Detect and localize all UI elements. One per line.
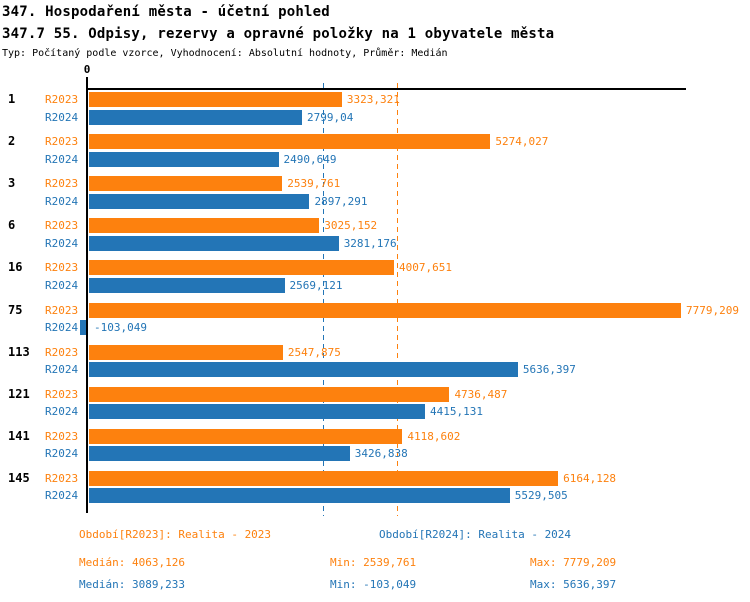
bar-r2023-6	[89, 218, 320, 234]
series-label-r2024-75: R2024	[45, 321, 79, 334]
stat-max-r2023: Max: 7779,209	[530, 556, 617, 569]
stat-min-r2024: Min: -103,049	[330, 578, 417, 591]
page-subtitle: 347.7 55. Odpisy, rezervy a opravné polo…	[2, 26, 555, 42]
y-axis-line	[86, 77, 88, 513]
bar-r2023-16	[89, 260, 394, 276]
page-title: 347. Hospodaření města - účetní pohled	[2, 4, 330, 20]
bar-value-label-r2023-2: 5274,027	[495, 135, 549, 149]
bar-value-label-r2024-1: 2799,04	[307, 110, 354, 124]
bar-value-label-r2024-145: 5529,505	[514, 489, 568, 503]
bar-r2024-2	[89, 151, 279, 167]
bar-value-label-r2023-6: 3025,152	[324, 219, 378, 233]
legend-r2024: Období[R2024]: Realita - 2024	[379, 528, 572, 541]
bar-value-label-r2024-141: 3426,838	[354, 447, 408, 461]
legend-r2023: Období[R2023]: Realita - 2023	[79, 528, 272, 541]
bar-r2023-121	[89, 386, 450, 402]
bar-r2023-145	[89, 470, 559, 486]
series-label-r2024-113: R2024	[45, 363, 79, 377]
median-line-r2023	[397, 83, 399, 516]
bar-value-label-r2024-121: 4415,131	[429, 405, 483, 419]
bar-r2024-1	[89, 109, 302, 125]
bar-r2023-2	[89, 134, 491, 150]
series-label-r2023-1: R2023	[45, 93, 79, 106]
series-label-r2024-141: R2024	[45, 447, 79, 461]
series-label-r2023-3: R2023	[45, 177, 79, 191]
bar-r2023-1	[89, 92, 342, 107]
row-id-label-6: 6	[8, 218, 16, 233]
row-id-label-16: 16	[8, 260, 23, 275]
series-label-r2024-6: R2024	[45, 236, 79, 250]
row-id-label-2: 2	[8, 134, 16, 149]
bar-value-label-r2023-3: 2539,761	[287, 177, 341, 191]
bar-value-label-r2023-16: 4007,651	[398, 261, 452, 275]
series-label-r2024-2: R2024	[45, 152, 79, 166]
series-label-r2023-121: R2023	[45, 387, 79, 401]
plot-area: 0 1 R2023 3323,321 R2024 2799,04 2 R2023 5274,0…	[0, 60, 750, 520]
row-id-label-121: 121	[8, 386, 30, 401]
series-label-r2023-2: R2023	[45, 135, 79, 149]
zero-tick-label: 0	[83, 63, 91, 76]
bar-r2024-75	[80, 320, 88, 335]
bar-value-label-r2024-2: 2490,649	[283, 152, 337, 166]
bar-r2023-3	[89, 176, 283, 192]
series-label-r2024-3: R2024	[45, 194, 79, 208]
bar-value-label-r2023-141: 4118,602	[407, 429, 461, 443]
stat-max-r2024: Max: 5636,397	[530, 578, 617, 591]
bar-r2024-141	[89, 446, 350, 462]
chart-meta-line: Typ: Počítaný podle vzorce, Vyhodnocení:…	[2, 48, 448, 59]
bar-value-label-r2024-16: 2569,121	[289, 278, 343, 292]
bar-r2024-6	[89, 235, 339, 251]
bar-value-label-r2023-121: 4736,487	[454, 387, 508, 401]
bar-r2023-75	[89, 302, 681, 318]
bar-value-label-r2024-6: 3281,176	[343, 236, 397, 250]
row-id-label-145: 145	[8, 470, 30, 485]
series-label-r2023-75: R2023	[45, 303, 79, 317]
bar-r2024-16	[89, 277, 285, 293]
bar-value-label-r2024-113: 5636,397	[522, 363, 576, 377]
bar-value-label-r2023-145: 6164,128	[563, 471, 617, 485]
series-label-r2024-121: R2024	[45, 405, 79, 419]
series-label-r2023-16: R2023	[45, 261, 79, 275]
row-id-label-1: 1	[8, 92, 16, 106]
row-id-label-3: 3	[8, 176, 16, 191]
bar-r2023-113	[89, 344, 283, 360]
row-id-label-141: 141	[8, 428, 30, 443]
bar-r2024-121	[89, 404, 425, 420]
series-label-r2023-113: R2023	[45, 345, 79, 359]
series-label-r2023-145: R2023	[45, 471, 79, 485]
median-line-r2024	[323, 83, 325, 516]
bar-r2024-113	[89, 362, 518, 378]
stat-median-r2024: Medián: 3089,233	[79, 578, 185, 591]
bar-value-label-r2024-3: 2897,291	[314, 194, 368, 208]
series-label-r2024-145: R2024	[45, 489, 79, 503]
stat-min-r2023: Min: 2539,761	[330, 556, 417, 569]
series-label-r2024-1: R2024	[45, 110, 79, 124]
x-axis-top-line	[87, 88, 686, 90]
series-label-r2024-16: R2024	[45, 278, 79, 292]
bar-value-label-r2023-1: 3323,321	[346, 93, 400, 106]
series-label-r2023-141: R2023	[45, 429, 79, 443]
bar-r2023-141	[89, 428, 403, 444]
bar-value-label-r2023-75: 7779,209	[685, 303, 739, 317]
bar-value-label-r2024-75: -103,049	[94, 321, 147, 334]
bar-value-label-r2023-113: 2547,875	[287, 345, 341, 359]
series-label-r2023-6: R2023	[45, 219, 79, 233]
row-id-label-113: 113	[8, 344, 30, 359]
bar-r2024-145	[89, 488, 510, 504]
bar-r2024-3	[89, 193, 310, 209]
stat-median-r2023: Medián: 4063,126	[79, 556, 185, 569]
row-id-label-75: 75	[8, 302, 23, 317]
